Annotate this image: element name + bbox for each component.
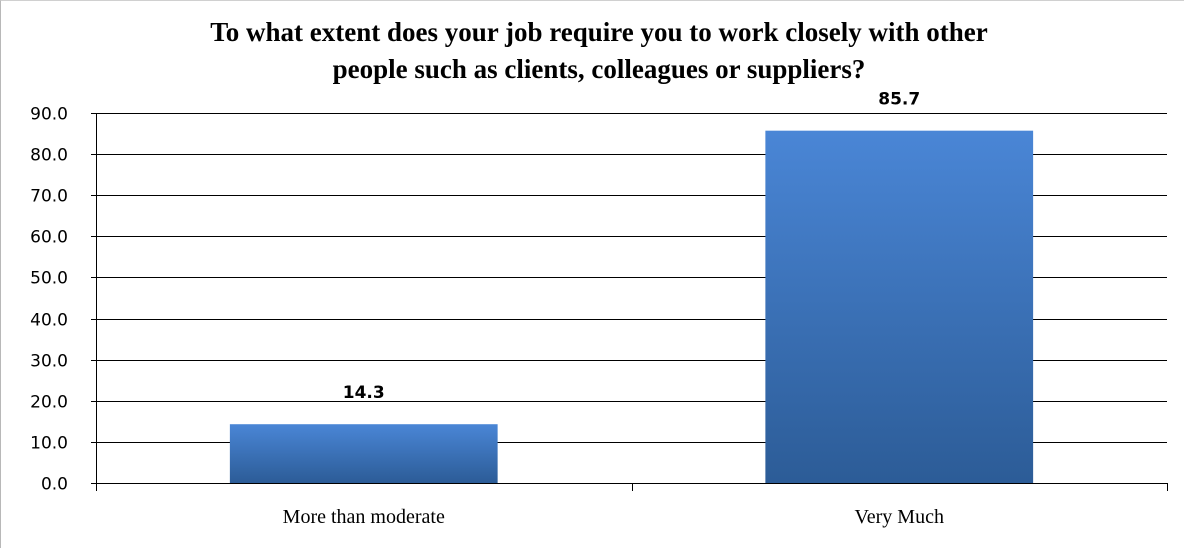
axes [91,113,1168,491]
chart-title-line-2: people such as clients, colleagues or su… [333,54,866,84]
y-axis-tick-labels: 0.0 10.0 20.0 30.0 40.0 50.0 60.0 70.0 80.0 90.0 [30,105,68,495]
y-tick-label-9: 90.0 [30,105,68,125]
y-tick-label-0: 0.0 [41,475,68,495]
y-tick-label-2: 20.0 [30,393,68,413]
y-tick-label-4: 40.0 [30,311,68,331]
y-tick-label-6: 60.0 [30,228,68,248]
y-tick-label-5: 50.0 [30,269,68,289]
gridlines [96,113,1167,443]
chart-title-line-1: To what extent does your job require you… [210,17,988,47]
bars [229,130,1034,483]
x-axis-category-labels: More than moderate Very Much [283,506,944,528]
y-tick-label-1: 10.0 [30,434,68,454]
data-label-0: 14.3 [343,383,385,403]
y-tick-label-8: 80.0 [30,146,68,166]
data-labels: 14.3 85.7 [343,90,920,404]
bar-1 [765,130,1034,483]
category-label-0: More than moderate [283,506,445,528]
category-label-1: Very Much [855,506,944,528]
y-tick-label-7: 70.0 [30,187,68,207]
y-tick-label-3: 30.0 [30,352,68,372]
data-label-1: 85.7 [878,90,920,110]
bar-0 [229,424,498,483]
